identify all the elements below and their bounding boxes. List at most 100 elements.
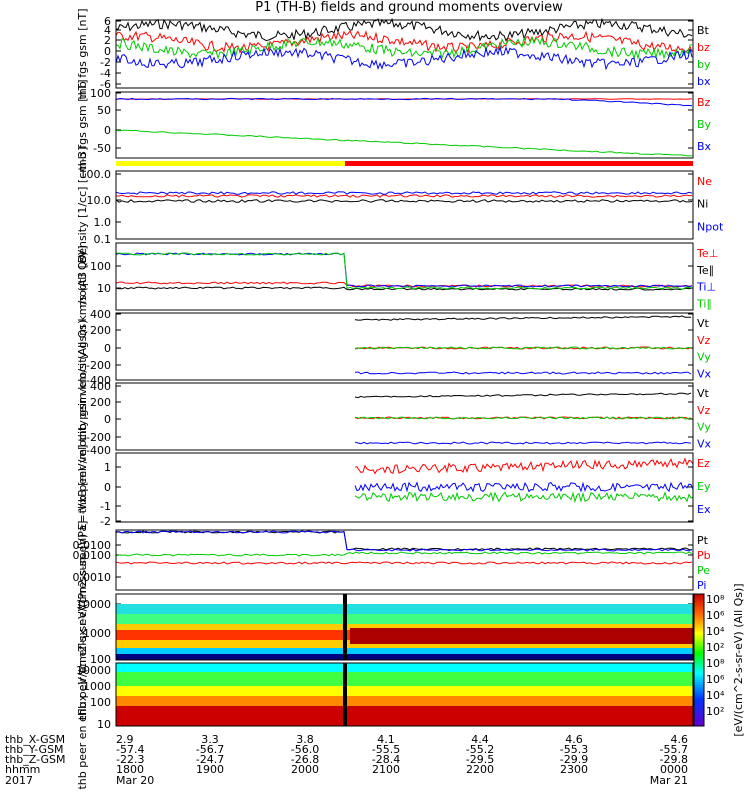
legend-label: By bbox=[697, 118, 712, 131]
y-tick-label: 100 bbox=[90, 87, 111, 100]
y-tick-label: -50 bbox=[93, 142, 111, 155]
series-npot-line bbox=[115, 191, 693, 195]
x-tick-value: -55.5 bbox=[372, 743, 400, 756]
series-te∥-line bbox=[115, 286, 693, 291]
x-tick-value: 4.4 bbox=[471, 733, 489, 746]
y-tick-label: 4 bbox=[104, 24, 111, 37]
series-pt-line bbox=[115, 530, 693, 551]
y-tick-label: 1000 bbox=[83, 680, 111, 693]
colorbar-tick-label: 10⁴ bbox=[706, 689, 725, 702]
series-vy-line bbox=[354, 416, 692, 420]
x-tick-value: -57.4 bbox=[116, 743, 144, 756]
y-tick-label: 2 bbox=[104, 34, 111, 47]
x-tick-value: 3.8 bbox=[296, 733, 314, 746]
y-axis-label: Density [1/cc] [cm-3] bbox=[76, 147, 89, 264]
legend-label: Vz bbox=[697, 334, 711, 347]
y-tick-label: 1.0 bbox=[94, 216, 112, 229]
legend-label: Pe bbox=[697, 564, 710, 577]
legend-label: Ti⊥ bbox=[696, 281, 716, 294]
x-tick-value: -29.5 bbox=[466, 753, 494, 766]
y-tick-label: 0 bbox=[104, 45, 111, 58]
y-axis-label: thb fgs gsm [nT] bbox=[76, 79, 89, 170]
legend-label: Vz bbox=[697, 404, 711, 417]
y-tick-label: 100 bbox=[90, 696, 111, 709]
panel-frame bbox=[115, 91, 694, 159]
x-row-label: thb_X-GSM bbox=[5, 733, 65, 746]
y-tick-label: 100 bbox=[90, 653, 111, 666]
y-tick-label: -4 bbox=[100, 67, 111, 80]
y-tick-label: 200 bbox=[90, 324, 111, 337]
x-tick-value: 2200 bbox=[466, 763, 494, 776]
y-tick-label: 0.1 bbox=[94, 233, 112, 246]
heatmap-band bbox=[116, 654, 693, 660]
y-tick-label: 10.0 bbox=[87, 194, 112, 207]
series-ti∥-line bbox=[115, 252, 693, 290]
heatmap-band bbox=[116, 624, 693, 630]
colorbar: 10⁸ 10⁶ 10⁴ 10² 10⁸ 10⁶ 10⁴ 10² [eV/(cm^2-s-sr-e… bbox=[693, 583, 745, 737]
y-axis-label: thb fgs gsm [nT] bbox=[76, 8, 89, 99]
panel-frame bbox=[115, 593, 694, 661]
x-tick-value: -28.4 bbox=[372, 753, 400, 766]
heatmap-band bbox=[116, 686, 693, 696]
legend-label: Pb bbox=[697, 549, 711, 562]
x-tick-value: 4.6 bbox=[565, 733, 583, 746]
y-tick-label: 0 bbox=[104, 342, 111, 355]
series-bx-line bbox=[115, 97, 693, 107]
series-bz-line bbox=[115, 29, 693, 54]
data-gap bbox=[343, 594, 347, 660]
legend-label: Bt bbox=[697, 24, 710, 37]
series-ne-line bbox=[115, 194, 692, 198]
legend-label: Ey bbox=[697, 480, 711, 493]
panel-frame bbox=[115, 452, 694, 523]
y-tick-label: 0.0010 bbox=[73, 571, 112, 584]
y-tick-label: 10000 bbox=[76, 664, 111, 677]
y-tick-label: 400 bbox=[90, 308, 111, 321]
y-tick-label: 50 bbox=[97, 104, 111, 117]
legend-label: Npot bbox=[697, 220, 724, 233]
y-tick-label: -2 bbox=[100, 515, 111, 528]
x-tick-value: 0000 bbox=[660, 763, 688, 776]
series-vx-line bbox=[354, 371, 692, 375]
series-ti⊥-line bbox=[115, 252, 693, 288]
heatmap-band bbox=[350, 628, 693, 644]
panel-frame bbox=[115, 662, 694, 727]
panel-7: 1 0 -1 -2 E=-VxB [mV/m] Ez Ey Ex bbox=[76, 445, 711, 531]
y-tick-label: 0 bbox=[104, 413, 111, 426]
y-tick-label: 0.0100 bbox=[73, 539, 112, 552]
legend-label: Pi bbox=[697, 579, 706, 592]
x-tick-value: -29.9 bbox=[560, 753, 588, 766]
y-tick-label: -400 bbox=[86, 444, 111, 457]
y-tick-label: 10000 bbox=[76, 598, 111, 611]
colorbar-tick-label: 10⁸ bbox=[706, 593, 725, 606]
series-vy-line bbox=[354, 346, 692, 350]
series-vt-line bbox=[354, 392, 692, 399]
panel-2: 100 50 0 -50 thb fgs gsm [nT] Bz By Bx bbox=[76, 79, 712, 170]
series-ez-line bbox=[354, 457, 694, 475]
y-tick-label: 100.0 bbox=[80, 168, 112, 181]
heatmap-band bbox=[116, 672, 693, 686]
heatmap-band bbox=[116, 614, 693, 624]
x-tick-value: -55.3 bbox=[560, 743, 588, 756]
quality-bar-yellow bbox=[116, 161, 345, 166]
y-tick-label: -400 bbox=[86, 374, 111, 387]
panel-3: 100.0 10.0 1.0 0.1 Density [1/cc] [cm-3] Ne Ni… bbox=[76, 147, 724, 264]
x-row-label: thb_Z-GSM bbox=[5, 753, 65, 766]
y-axis-label: moqt3 [eV] bbox=[76, 245, 89, 307]
legend-label: Ez bbox=[697, 457, 710, 470]
legend-label: Ne bbox=[697, 175, 712, 188]
legend-label: Vy bbox=[697, 421, 711, 434]
colorbar-tick-label: 10⁴ bbox=[706, 625, 725, 638]
series-bx-line bbox=[115, 45, 693, 71]
legend-label: Ni bbox=[697, 198, 708, 211]
x-tick-value: 2100 bbox=[372, 763, 400, 776]
x-tick-value: 2.9 bbox=[116, 733, 134, 746]
legend-label: Bx bbox=[697, 140, 712, 153]
colorbar-tick-label: 10⁸ bbox=[706, 657, 725, 670]
legend-label: Ti∥ bbox=[696, 297, 712, 310]
series-pi-line bbox=[115, 530, 693, 552]
x-tick-value: 3.3 bbox=[201, 733, 219, 746]
y-tick-label: 0 bbox=[104, 124, 111, 137]
